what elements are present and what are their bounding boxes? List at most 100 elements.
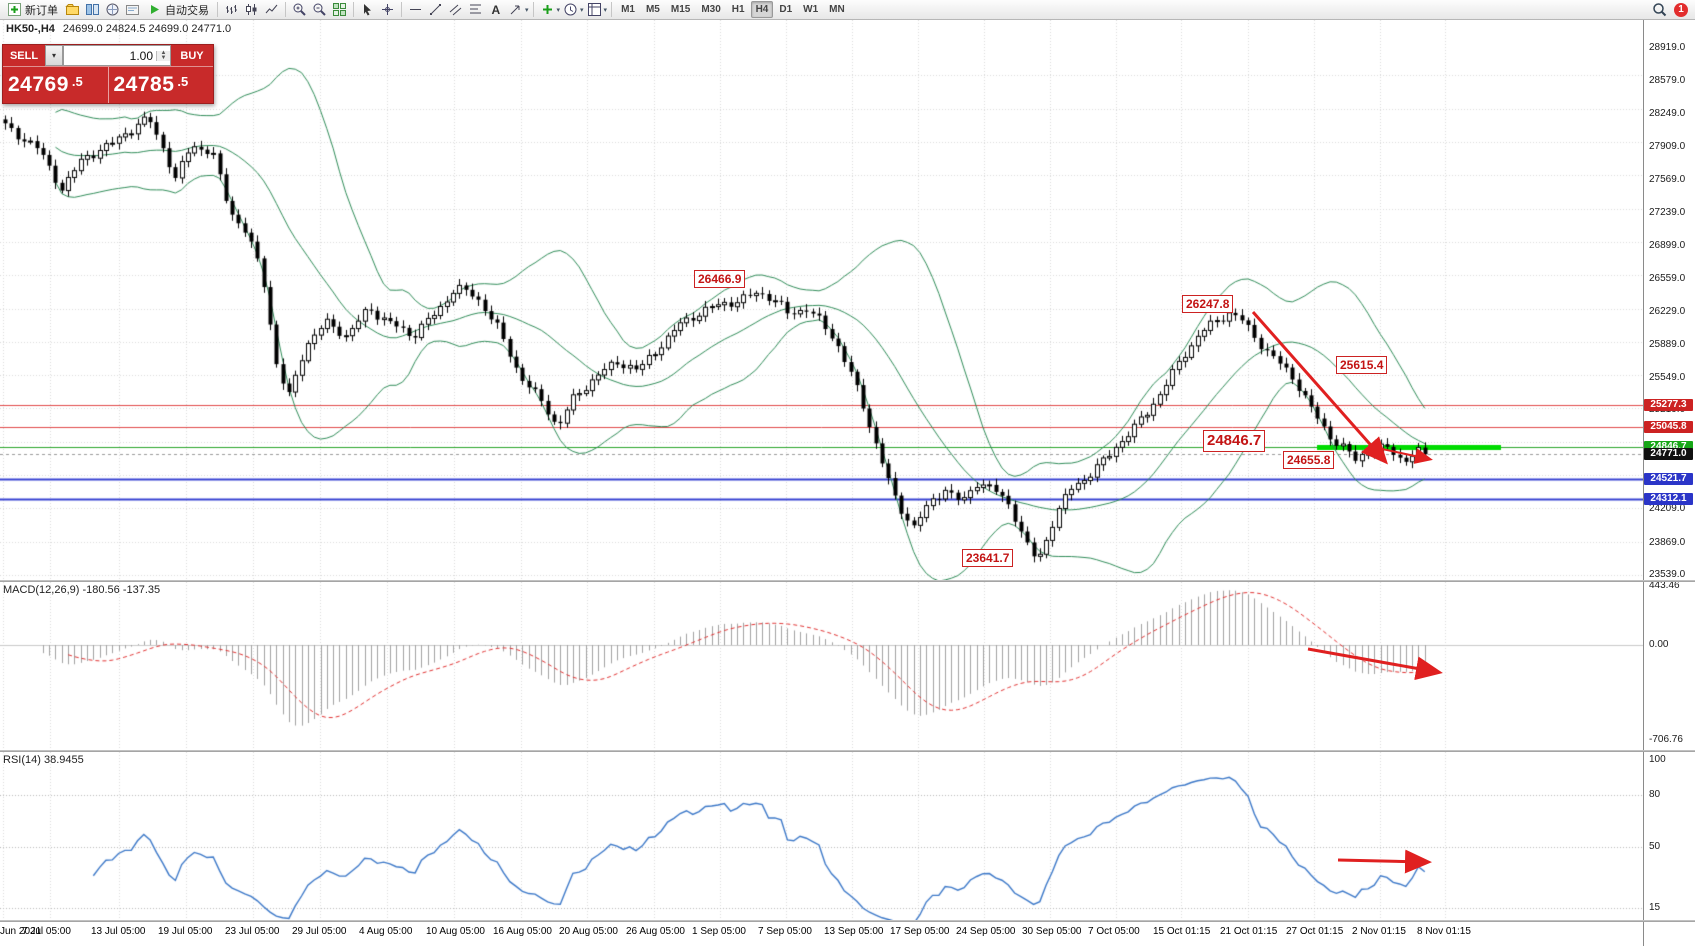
volume-down-icon[interactable]: ▼ [157,55,170,61]
new-order-label: 新订单 [25,4,58,17]
template-dropdown-caret[interactable]: ▾ [603,6,608,14]
rsi-axis-label: 15 [1649,901,1661,913]
annotation-label[interactable]: 23641.7 [962,549,1014,567]
timeframe-mn[interactable]: MN [829,4,845,15]
trendline-tool-icon[interactable] [426,1,445,18]
sell-label: SELL [3,45,45,66]
chart-bars-icon[interactable] [222,1,241,18]
volume-value[interactable]: 1.00 [129,48,153,63]
time-label: 7 Oct 05:00 [1088,926,1140,937]
volume-input[interactable]: 1.00 ▲ ▼ [63,45,171,66]
annotation-label[interactable]: 24846.7 [1203,430,1266,452]
macd-axis-label: 443.46 [1649,579,1680,591]
timeframe-w1[interactable]: W1 [803,4,819,15]
timeframe-m1[interactable]: M1 [621,4,635,15]
price-tick-label: 25889.0 [1649,338,1686,350]
price-tick-label: 28579.0 [1649,75,1686,87]
time-label: 2 Nov 01:15 [1352,926,1406,937]
time-label: 10 Aug 05:00 [426,926,485,937]
price-tick-label: 27239.0 [1649,206,1686,218]
period-clock-icon[interactable] [561,1,580,18]
channel-tool-icon[interactable] [446,1,465,18]
price-tag: 24771.0 [1644,448,1693,461]
panel-separator[interactable] [0,750,1695,752]
toolbar-separator [285,2,286,17]
time-label: 1 Sep 05:00 [692,926,746,937]
chart-line-icon[interactable] [262,1,281,18]
panel-separator[interactable] [0,580,1695,582]
main-chart-canvas[interactable] [0,20,1643,580]
autotrading-play-icon [151,5,159,14]
horizontal-line-tool-icon[interactable] [406,1,425,18]
shapes-dropdown-caret[interactable]: ▾ [525,6,529,14]
zoom-in-icon[interactable] [290,1,309,18]
annotation-label[interactable]: 26466.9 [694,270,746,288]
timeframe-m30[interactable]: M30 [701,4,721,15]
time-label: 24 Sep 05:00 [956,926,1016,937]
tile-windows-icon[interactable] [330,1,349,18]
price-tick-label: 26229.0 [1649,305,1686,317]
profiles-icon[interactable] [63,1,82,18]
crosshair-icon[interactable] [378,1,397,18]
rsi-panel-canvas[interactable] [0,752,1643,920]
timeframe-h4[interactable]: H4 [750,1,774,18]
timeframe-m15[interactable]: M15 [670,4,691,15]
annotation-label[interactable]: 25615.4 [1336,356,1388,374]
time-label: 17 Sep 05:00 [890,926,950,937]
sell-price: 24769 [8,73,69,96]
add-indicator-icon[interactable] [538,1,557,18]
price-tag: 24312.1 [1644,493,1693,506]
sell-button[interactable]: 24769 .5 [3,67,109,103]
time-label: 26 Aug 05:00 [626,926,685,937]
timeframe-d1[interactable]: D1 [779,4,793,15]
time-label: 4 Aug 05:00 [359,926,413,937]
template-icon[interactable] [585,1,604,18]
period-dropdown-caret[interactable]: ▾ [580,6,584,14]
market-watch-icon[interactable] [83,1,102,18]
toolbar-separator [217,2,218,17]
price-axis[interactable]: 28919.0 28579.0 28249.0 27909.0 27569.0 27239… [1644,20,1695,946]
new-order-icon [8,3,21,16]
fibonacci-tool-icon[interactable] [466,1,485,18]
price-tick-label: 23539.0 [1649,569,1686,581]
autotrading-button[interactable]: 自动交易 [143,1,213,19]
trade-options-dropdown[interactable]: ▾ [45,45,63,66]
price-tick-label: 27909.0 [1649,140,1686,152]
panel-separator[interactable] [0,920,1695,922]
autotrading-label: 自动交易 [165,4,209,17]
price-tick-label: 27569.0 [1649,174,1686,186]
toolbar-separator [401,2,402,17]
new-order-button[interactable]: 新订单 [3,1,62,19]
rsi-axis-label: 100 [1649,754,1666,765]
timeframe-m5[interactable]: M5 [645,4,660,15]
time-label: 7 Sep 05:00 [758,926,812,937]
annotation-label[interactable]: 24655.8 [1283,451,1335,469]
volume-up-icon[interactable]: ▲ [157,50,170,56]
time-label: 13 Jul 05:00 [91,926,146,937]
macd-indicator-label: MACD(12,26,9) -180.56 -137.35 [3,584,161,596]
timeframe-h1[interactable]: H1 [731,4,745,15]
macd-panel-canvas[interactable] [0,582,1643,750]
cursor-icon[interactable] [358,1,377,18]
text-tool-icon[interactable]: A [486,1,505,18]
terminal-icon[interactable] [123,1,142,18]
volume-stepper[interactable]: ▲ ▼ [156,50,170,61]
price-tick-label: 24209.0 [1649,503,1686,515]
price-tag: 25277.3 [1644,398,1693,411]
indicator-dropdown-caret[interactable]: ▾ [556,6,561,14]
price-tick-label: 26559.0 [1649,273,1686,285]
svg-text:A: A [492,3,501,17]
toolbar-separator [353,2,354,17]
buy-button[interactable]: 24785 .5 [109,67,214,103]
chart-title: HK50-,H4 24699.0 24824.5 24699.0 24771.0 [6,23,231,35]
arrow-shapes-icon[interactable] [506,1,525,18]
search-icon[interactable] [1650,1,1669,18]
zoom-out-icon[interactable] [310,1,329,18]
navigator-icon[interactable] [103,1,122,18]
chart-candles-icon[interactable] [242,1,261,18]
macd-axis-label: -706.76 [1649,733,1683,745]
annotation-label[interactable]: 26247.8 [1182,295,1234,313]
notification-badge[interactable]: 1 [1674,2,1688,17]
sell-price-fraction: .5 [71,73,83,89]
